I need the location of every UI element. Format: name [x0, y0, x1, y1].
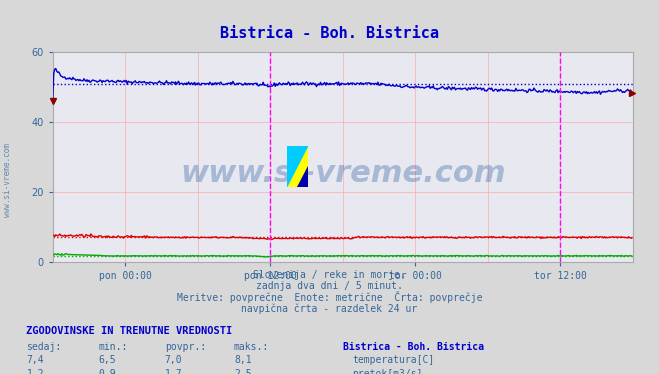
- Text: Slovenija / reke in morje.: Slovenija / reke in morje.: [253, 270, 406, 280]
- Text: pretok[m3/s]: pretok[m3/s]: [353, 369, 423, 374]
- Text: 1,7: 1,7: [165, 369, 183, 374]
- Text: Bistrica - Boh. Bistrica: Bistrica - Boh. Bistrica: [343, 342, 484, 352]
- Text: 7,4: 7,4: [26, 355, 44, 365]
- Text: 0,9: 0,9: [99, 369, 117, 374]
- Text: 1,2: 1,2: [26, 369, 44, 374]
- Polygon shape: [287, 146, 308, 187]
- Text: temperatura[C]: temperatura[C]: [353, 355, 435, 365]
- Polygon shape: [297, 166, 308, 187]
- Text: www.si-vreme.com: www.si-vreme.com: [180, 159, 505, 188]
- Text: min.:: min.:: [99, 342, 129, 352]
- Polygon shape: [287, 146, 308, 187]
- Text: sedaj:: sedaj:: [26, 342, 61, 352]
- Text: navpična črta - razdelek 24 ur: navpična črta - razdelek 24 ur: [241, 303, 418, 314]
- Text: maks.:: maks.:: [234, 342, 269, 352]
- Text: 7,0: 7,0: [165, 355, 183, 365]
- Text: 8,1: 8,1: [234, 355, 252, 365]
- Text: 2,5: 2,5: [234, 369, 252, 374]
- Text: 6,5: 6,5: [99, 355, 117, 365]
- Text: Bistrica - Boh. Bistrica: Bistrica - Boh. Bistrica: [220, 26, 439, 41]
- Text: Meritve: povprečne  Enote: metrične  Črta: povprečje: Meritve: povprečne Enote: metrične Črta:…: [177, 291, 482, 303]
- Text: ZGODOVINSKE IN TRENUTNE VREDNOSTI: ZGODOVINSKE IN TRENUTNE VREDNOSTI: [26, 326, 233, 336]
- Text: www.si-vreme.com: www.si-vreme.com: [3, 142, 13, 217]
- Text: zadnja dva dni / 5 minut.: zadnja dva dni / 5 minut.: [256, 281, 403, 291]
- Text: povpr.:: povpr.:: [165, 342, 206, 352]
